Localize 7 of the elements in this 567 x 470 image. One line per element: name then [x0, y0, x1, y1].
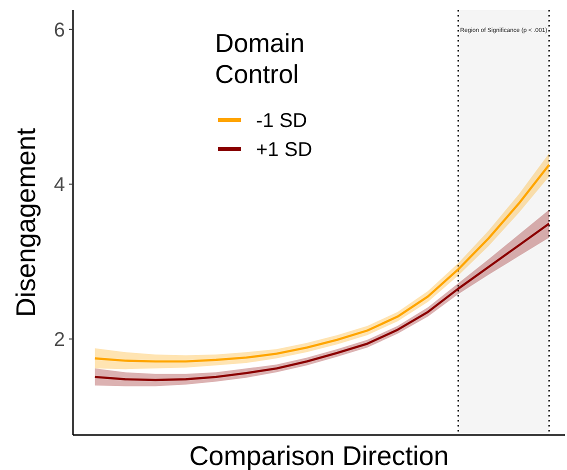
legend-label: -1 SD [256, 110, 308, 132]
legend-title: Domain Control [215, 28, 305, 89]
y-axis-title: Disengagement [11, 127, 41, 318]
y-tick-label: 6 [54, 19, 65, 42]
legend-label: +1 SD [256, 139, 312, 161]
y-tick-label: 4 [54, 174, 65, 196]
y-tick-label: 2 [54, 329, 65, 352]
